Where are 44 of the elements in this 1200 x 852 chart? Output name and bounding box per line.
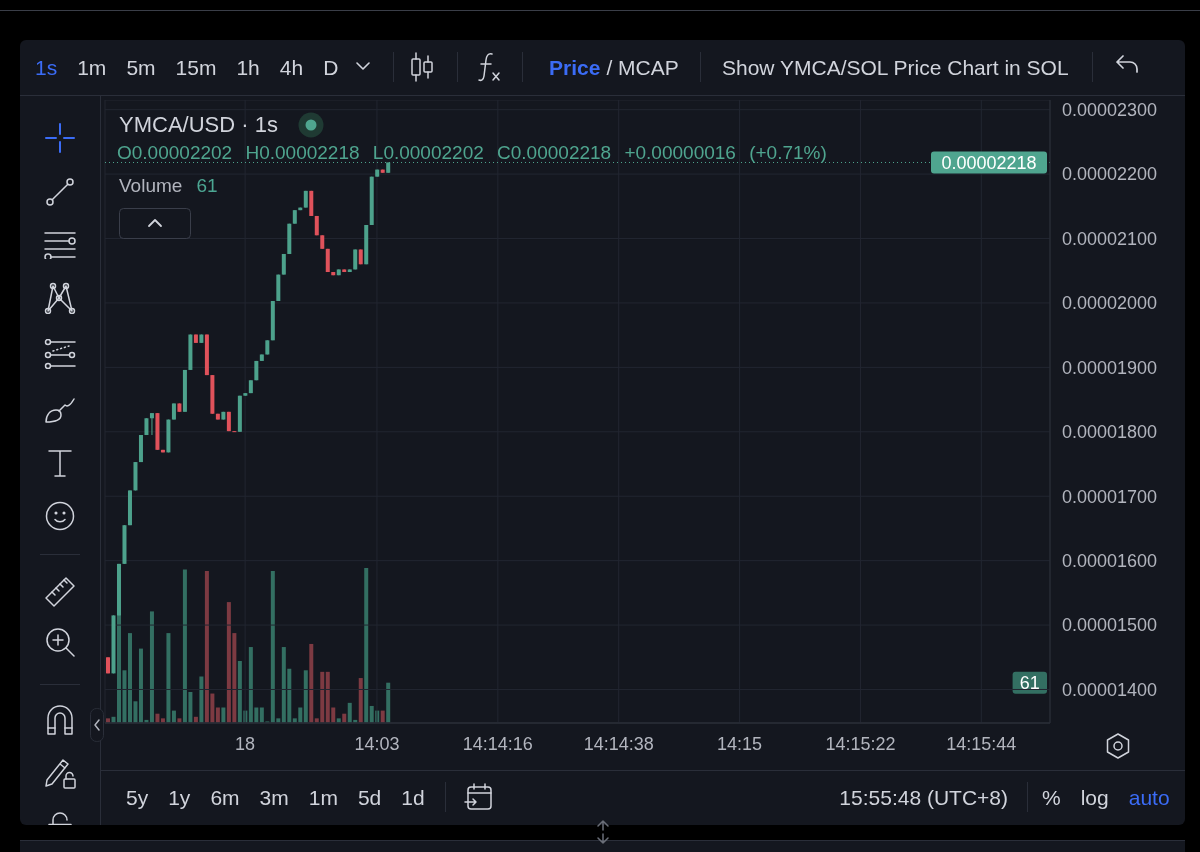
y-tick-label: 0.00001500	[1062, 615, 1158, 636]
x-tick-label: 14:15	[717, 733, 763, 754]
ref-line-label: 0.00002218	[941, 152, 1037, 173]
x-tick-label: 18	[235, 733, 256, 754]
text: 3m	[259, 785, 289, 809]
text: 15:55:48 (UTC+8)	[839, 785, 1008, 809]
text: 5m	[126, 55, 156, 79]
text: 15m	[175, 55, 217, 79]
text: 1s	[35, 55, 58, 79]
annotation: O0.00002202 H0.00002218 L0.00002202 C0.00002218 +0.00000016 (+0.71%)	[117, 141, 827, 163]
text: 1d	[401, 785, 425, 809]
x-tick-label: 14:14:38	[583, 733, 654, 754]
text: D	[323, 55, 339, 79]
text: 1m	[308, 785, 338, 809]
y-tick-label: 0.00002200	[1062, 164, 1158, 185]
y-tick-label: 0.00001900	[1062, 357, 1158, 378]
y-tick-label: 0.00001700	[1062, 486, 1158, 507]
text: 5d	[357, 785, 382, 809]
text: 1h	[236, 55, 260, 79]
y-tick-label: 0.00002300	[1062, 100, 1158, 121]
annotation: 61	[196, 175, 218, 196]
y-tick-label: 0.00002100	[1062, 228, 1158, 249]
y-tick-label: 0.00002000	[1062, 293, 1158, 314]
text: Price	[549, 55, 601, 79]
text: log	[1080, 785, 1109, 809]
text: 4h	[279, 55, 304, 79]
x-tick-label: 14:15:44	[946, 733, 1017, 754]
text: YMCA/USD · 1s	[119, 112, 278, 137]
x-tick-label: 14:15:22	[825, 733, 896, 754]
x-tick-label: 14:03	[354, 733, 400, 754]
text: 1y	[168, 785, 191, 809]
y-tick-label: 0.00001800	[1062, 422, 1158, 443]
text: %	[1042, 785, 1061, 809]
annotation: 61	[1019, 673, 1040, 693]
text: 5y	[126, 785, 149, 809]
y-tick-label: 0.00001600	[1062, 551, 1158, 572]
text: 1m	[77, 55, 107, 79]
text: Volume	[119, 175, 183, 196]
x-tick-label: 14:14:16	[462, 733, 533, 754]
text: / MCAP	[606, 55, 679, 79]
text: Show YMCA/SOL Price Chart in SOL	[722, 55, 1069, 79]
y-tick-label: 0.00001400	[1062, 679, 1158, 700]
text: 6m	[210, 785, 240, 809]
text: auto	[1128, 785, 1170, 809]
